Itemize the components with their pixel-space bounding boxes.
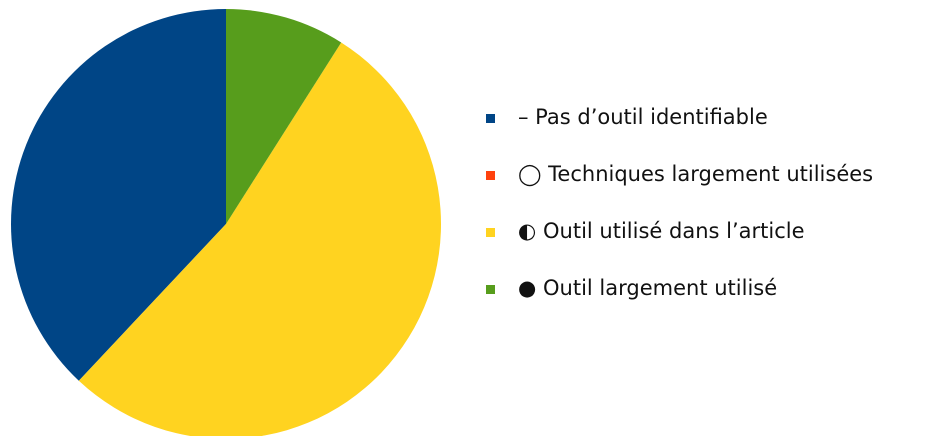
legend-swatch [486, 114, 495, 123]
pie-slice [78, 42, 441, 436]
legend-swatch [486, 228, 495, 237]
legend-label: ◐ Outil utilisé dans l’article [518, 219, 805, 243]
legend-label: ◯ Techniques largement utilisées [518, 162, 873, 187]
pie-slice [226, 9, 342, 224]
legend-swatch [486, 171, 495, 180]
legend-label: ● Outil largement utilisé [518, 276, 777, 300]
legend-label: – Pas d’outil identifiable [518, 105, 768, 129]
legend-swatch [486, 285, 495, 294]
pie-slice [11, 9, 227, 381]
